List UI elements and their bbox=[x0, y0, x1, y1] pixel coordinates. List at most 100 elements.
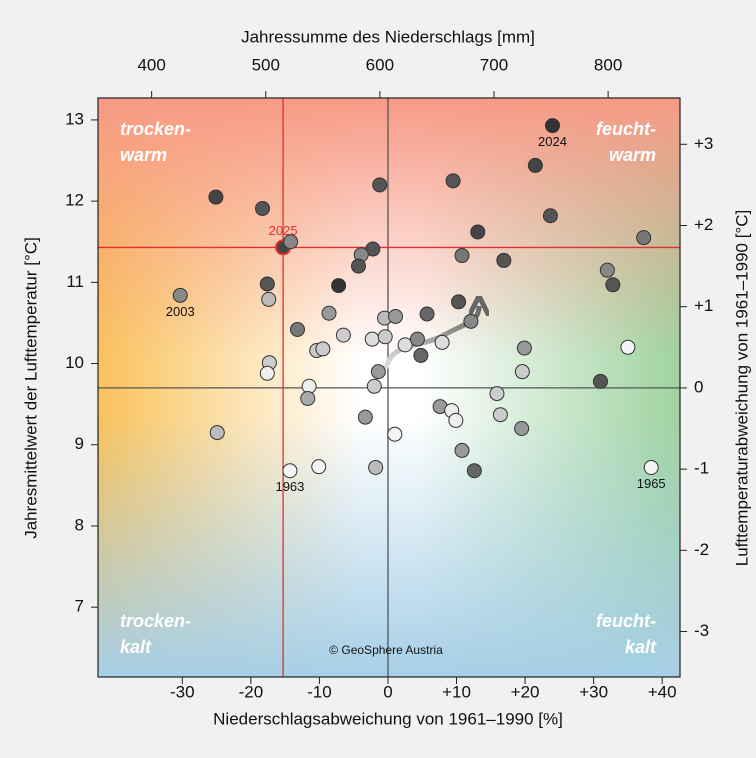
data-point bbox=[377, 329, 393, 345]
y-tick-label: 13 bbox=[65, 109, 84, 128]
data-point bbox=[599, 262, 615, 278]
y-tick-label: 8 bbox=[75, 515, 84, 534]
quadrant-label: feucht- bbox=[596, 611, 656, 631]
y-tick-label: 7 bbox=[75, 597, 84, 616]
y2-tick-label: +3 bbox=[694, 134, 713, 153]
data-point bbox=[413, 347, 429, 363]
data-point bbox=[259, 276, 275, 292]
data-point bbox=[282, 463, 298, 479]
data-point bbox=[255, 200, 271, 216]
data-point bbox=[466, 463, 482, 479]
data-point bbox=[492, 407, 508, 423]
data-point bbox=[370, 364, 386, 380]
data-point bbox=[289, 321, 305, 337]
data-point bbox=[357, 409, 373, 425]
quadrant-label: warm bbox=[609, 145, 656, 165]
data-point bbox=[496, 252, 512, 268]
quadrant-label: trocken- bbox=[120, 611, 191, 631]
y-tick-label: 10 bbox=[65, 353, 84, 372]
x2-tick-label: 700 bbox=[480, 55, 508, 74]
data-point bbox=[172, 287, 188, 303]
data-point bbox=[315, 341, 331, 357]
x2-tick-label: 800 bbox=[594, 55, 622, 74]
data-point bbox=[397, 337, 413, 353]
y2-tick-label: 0 bbox=[694, 377, 703, 396]
data-point bbox=[409, 331, 425, 347]
point-label: 2025 bbox=[269, 223, 298, 238]
quadrant-label: kalt bbox=[120, 637, 152, 657]
y2-axis-title: Lufttemperaturabweichung von 1961–1990 [… bbox=[732, 210, 751, 567]
data-point bbox=[364, 331, 380, 347]
data-point bbox=[448, 412, 464, 428]
data-point bbox=[368, 459, 384, 475]
data-point bbox=[335, 327, 351, 343]
x-tick-label: +10 bbox=[442, 682, 471, 701]
x-tick-label: -30 bbox=[170, 682, 195, 701]
x2-axis-title: Jahressumme des Niederschlags [mm] bbox=[241, 27, 535, 46]
data-point bbox=[451, 294, 467, 310]
data-point bbox=[454, 442, 470, 458]
x-tick-label: -20 bbox=[239, 682, 264, 701]
data-point bbox=[643, 459, 659, 475]
data-point bbox=[300, 390, 316, 406]
x-axis-title: Niederschlagsabweichung von 1961–1990 [%… bbox=[213, 709, 563, 728]
point-label: 2003 bbox=[166, 304, 195, 319]
data-point bbox=[592, 373, 608, 389]
point-label: 1965 bbox=[637, 476, 666, 491]
data-point bbox=[261, 291, 277, 307]
data-point bbox=[527, 157, 543, 173]
x-tick-label: +20 bbox=[511, 682, 540, 701]
y2-tick-label: +2 bbox=[694, 215, 713, 234]
x2-tick-label: 500 bbox=[252, 55, 280, 74]
point-label: 1963 bbox=[275, 479, 304, 494]
x-tick-label: -10 bbox=[307, 682, 332, 701]
data-point bbox=[445, 173, 461, 189]
data-point bbox=[620, 339, 636, 355]
data-point bbox=[514, 421, 530, 437]
quadrant-label: trocken- bbox=[120, 119, 191, 139]
data-point bbox=[350, 258, 366, 274]
data-point bbox=[208, 189, 224, 205]
data-point bbox=[372, 177, 388, 193]
quadrant-label: kalt bbox=[625, 637, 657, 657]
data-point bbox=[605, 277, 621, 293]
data-point bbox=[434, 334, 450, 350]
data-point bbox=[636, 230, 652, 246]
data-point bbox=[366, 378, 382, 394]
x-tick-label: +30 bbox=[579, 682, 608, 701]
y-tick-label: 11 bbox=[66, 272, 84, 291]
data-point bbox=[544, 118, 560, 134]
y-tick-label: 12 bbox=[65, 191, 84, 210]
data-point bbox=[454, 248, 470, 264]
data-point bbox=[283, 234, 299, 250]
y-tick-label: 9 bbox=[75, 434, 84, 453]
data-point bbox=[331, 278, 347, 294]
y2-tick-label: -2 bbox=[694, 540, 709, 559]
y2-tick-label: -1 bbox=[694, 459, 709, 478]
data-point bbox=[470, 224, 486, 240]
x-tick-label: 0 bbox=[383, 682, 392, 701]
point-label: 2024 bbox=[538, 134, 567, 149]
data-point bbox=[259, 365, 275, 381]
data-point bbox=[542, 208, 558, 224]
data-point bbox=[489, 386, 505, 402]
y-axis-title: Jahresmittelwert der Lufttemperatur [°C] bbox=[21, 237, 40, 539]
data-point bbox=[209, 425, 225, 441]
quadrant-label: feucht- bbox=[596, 119, 656, 139]
quadrant-label: warm bbox=[120, 145, 167, 165]
copyright: © GeoSphere Austria bbox=[329, 643, 443, 657]
x2-tick-label: 400 bbox=[137, 55, 165, 74]
data-point bbox=[463, 313, 479, 329]
y2-tick-label: -3 bbox=[694, 621, 709, 640]
data-point bbox=[419, 306, 435, 322]
data-point bbox=[321, 305, 337, 321]
data-point bbox=[514, 364, 530, 380]
data-point bbox=[516, 340, 532, 356]
x2-tick-label: 600 bbox=[366, 55, 394, 74]
y2-tick-label: +1 bbox=[694, 296, 713, 315]
data-point bbox=[311, 459, 327, 475]
x-tick-label: +40 bbox=[648, 682, 677, 701]
data-point bbox=[388, 308, 404, 324]
data-point bbox=[387, 426, 403, 442]
